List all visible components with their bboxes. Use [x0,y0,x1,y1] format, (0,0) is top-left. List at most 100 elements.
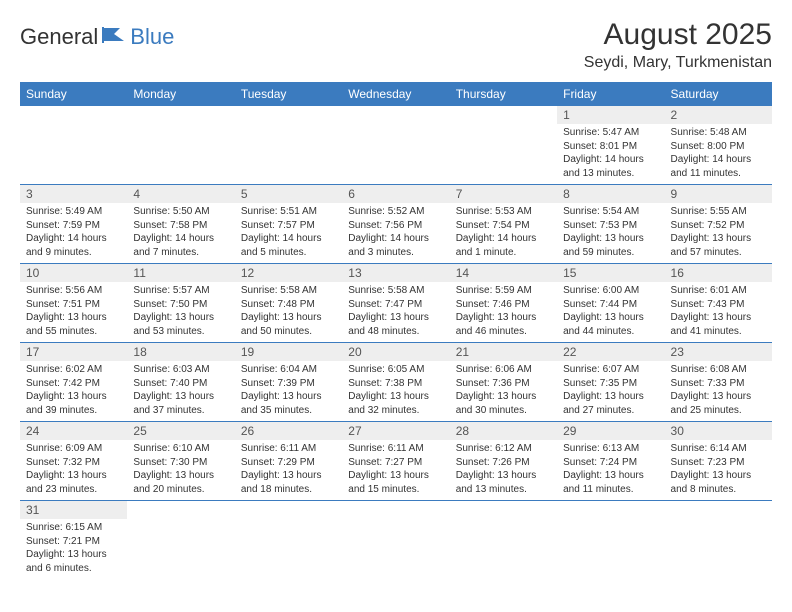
daylight-line: Daylight: 13 hours and 23 minutes. [26,469,121,496]
sunset-line: Sunset: 7:26 PM [456,456,551,470]
sunrise-line: Sunrise: 6:07 AM [563,363,658,377]
day-number: 31 [20,501,127,519]
sunset-line: Sunset: 7:29 PM [241,456,336,470]
sunset-line: Sunset: 7:43 PM [671,298,766,312]
sunrise-line: Sunrise: 6:11 AM [241,442,336,456]
calendar-day-cell: 5Sunrise: 5:51 AMSunset: 7:57 PMDaylight… [235,185,342,264]
sunrise-line: Sunrise: 6:10 AM [133,442,228,456]
daylight-line: Daylight: 14 hours and 11 minutes. [671,153,766,180]
sunset-line: Sunset: 7:32 PM [26,456,121,470]
day-info: Sunrise: 5:59 AMSunset: 7:46 PMDaylight:… [450,282,557,342]
day-info: Sunrise: 5:51 AMSunset: 7:57 PMDaylight:… [235,203,342,263]
day-number: 25 [127,422,234,440]
logo-text-general: General [20,24,98,50]
sunset-line: Sunset: 8:01 PM [563,140,658,154]
day-info: Sunrise: 6:12 AMSunset: 7:26 PMDaylight:… [450,440,557,500]
calendar-day-cell: 28Sunrise: 6:12 AMSunset: 7:26 PMDayligh… [450,422,557,501]
day-number: 30 [665,422,772,440]
daylight-line: Daylight: 13 hours and 8 minutes. [671,469,766,496]
day-info: Sunrise: 6:11 AMSunset: 7:29 PMDaylight:… [235,440,342,500]
sunset-line: Sunset: 7:54 PM [456,219,551,233]
daylight-line: Daylight: 13 hours and 18 minutes. [241,469,336,496]
sunrise-line: Sunrise: 5:59 AM [456,284,551,298]
day-number: 21 [450,343,557,361]
daylight-line: Daylight: 14 hours and 3 minutes. [348,232,443,259]
sunset-line: Sunset: 7:56 PM [348,219,443,233]
weekday-header: Saturday [665,82,772,106]
day-info: Sunrise: 6:03 AMSunset: 7:40 PMDaylight:… [127,361,234,421]
sunset-line: Sunset: 7:27 PM [348,456,443,470]
calendar-day-cell: 16Sunrise: 6:01 AMSunset: 7:43 PMDayligh… [665,264,772,343]
daylight-line: Daylight: 13 hours and 11 minutes. [563,469,658,496]
sunset-line: Sunset: 7:35 PM [563,377,658,391]
daylight-line: Daylight: 14 hours and 9 minutes. [26,232,121,259]
calendar-empty-cell [342,106,449,185]
day-number: 1 [557,106,664,124]
day-info: Sunrise: 5:56 AMSunset: 7:51 PMDaylight:… [20,282,127,342]
sunset-line: Sunset: 7:52 PM [671,219,766,233]
daylight-line: Daylight: 13 hours and 35 minutes. [241,390,336,417]
calendar-empty-cell [20,106,127,185]
calendar-day-cell: 17Sunrise: 6:02 AMSunset: 7:42 PMDayligh… [20,343,127,422]
sunrise-line: Sunrise: 6:03 AM [133,363,228,377]
daylight-line: Daylight: 13 hours and 57 minutes. [671,232,766,259]
daylight-line: Daylight: 13 hours and 39 minutes. [26,390,121,417]
calendar-empty-cell [342,501,449,580]
sunrise-line: Sunrise: 5:56 AM [26,284,121,298]
day-number: 20 [342,343,449,361]
logo-text-blue: Blue [130,24,174,50]
day-number: 12 [235,264,342,282]
sunset-line: Sunset: 7:23 PM [671,456,766,470]
day-info: Sunrise: 5:53 AMSunset: 7:54 PMDaylight:… [450,203,557,263]
day-info: Sunrise: 5:57 AMSunset: 7:50 PMDaylight:… [127,282,234,342]
daylight-line: Daylight: 13 hours and 48 minutes. [348,311,443,338]
sunrise-line: Sunrise: 6:01 AM [671,284,766,298]
calendar-day-cell: 3Sunrise: 5:49 AMSunset: 7:59 PMDaylight… [20,185,127,264]
day-info: Sunrise: 6:05 AMSunset: 7:38 PMDaylight:… [342,361,449,421]
day-info: Sunrise: 5:54 AMSunset: 7:53 PMDaylight:… [557,203,664,263]
day-info: Sunrise: 6:11 AMSunset: 7:27 PMDaylight:… [342,440,449,500]
calendar-day-cell: 10Sunrise: 5:56 AMSunset: 7:51 PMDayligh… [20,264,127,343]
sunset-line: Sunset: 7:57 PM [241,219,336,233]
sunrise-line: Sunrise: 6:06 AM [456,363,551,377]
sunrise-line: Sunrise: 6:02 AM [26,363,121,377]
calendar-day-cell: 27Sunrise: 6:11 AMSunset: 7:27 PMDayligh… [342,422,449,501]
sunrise-line: Sunrise: 6:11 AM [348,442,443,456]
sunrise-line: Sunrise: 6:00 AM [563,284,658,298]
calendar-day-cell: 6Sunrise: 5:52 AMSunset: 7:56 PMDaylight… [342,185,449,264]
day-info: Sunrise: 6:06 AMSunset: 7:36 PMDaylight:… [450,361,557,421]
day-number: 27 [342,422,449,440]
daylight-line: Daylight: 13 hours and 32 minutes. [348,390,443,417]
sunrise-line: Sunrise: 6:12 AM [456,442,551,456]
day-info: Sunrise: 5:55 AMSunset: 7:52 PMDaylight:… [665,203,772,263]
sunset-line: Sunset: 7:38 PM [348,377,443,391]
day-number: 13 [342,264,449,282]
calendar-empty-cell [235,501,342,580]
sunset-line: Sunset: 7:30 PM [133,456,228,470]
daylight-line: Daylight: 13 hours and 55 minutes. [26,311,121,338]
calendar-week-row: 24Sunrise: 6:09 AMSunset: 7:32 PMDayligh… [20,422,772,501]
daylight-line: Daylight: 13 hours and 53 minutes. [133,311,228,338]
daylight-line: Daylight: 13 hours and 50 minutes. [241,311,336,338]
sunset-line: Sunset: 7:59 PM [26,219,121,233]
flag-icon [102,26,128,49]
daylight-line: Daylight: 13 hours and 59 minutes. [563,232,658,259]
sunset-line: Sunset: 7:40 PM [133,377,228,391]
sunrise-line: Sunrise: 5:47 AM [563,126,658,140]
day-info: Sunrise: 6:14 AMSunset: 7:23 PMDaylight:… [665,440,772,500]
daylight-line: Daylight: 13 hours and 25 minutes. [671,390,766,417]
day-info: Sunrise: 5:49 AMSunset: 7:59 PMDaylight:… [20,203,127,263]
sunrise-line: Sunrise: 5:52 AM [348,205,443,219]
calendar-day-cell: 14Sunrise: 5:59 AMSunset: 7:46 PMDayligh… [450,264,557,343]
sunset-line: Sunset: 7:47 PM [348,298,443,312]
daylight-line: Daylight: 13 hours and 13 minutes. [456,469,551,496]
calendar-table: SundayMondayTuesdayWednesdayThursdayFrid… [20,82,772,579]
calendar-week-row: 1 Sunrise: 5:47 AMSunset: 8:01 PM Daylight… [20,106,772,185]
calendar-day-cell: 23Sunrise: 6:08 AMSunset: 7:33 PMDayligh… [665,343,772,422]
sunset-line: Sunset: 7:21 PM [26,535,121,549]
calendar-day-cell: 22Sunrise: 6:07 AMSunset: 7:35 PMDayligh… [557,343,664,422]
calendar-day-cell: 11Sunrise: 5:57 AMSunset: 7:50 PMDayligh… [127,264,234,343]
daylight-line: Daylight: 13 hours and 15 minutes. [348,469,443,496]
day-info: Sunrise: 5:58 AMSunset: 7:47 PMDaylight:… [342,282,449,342]
day-info: Sunrise: 6:04 AMSunset: 7:39 PMDaylight:… [235,361,342,421]
